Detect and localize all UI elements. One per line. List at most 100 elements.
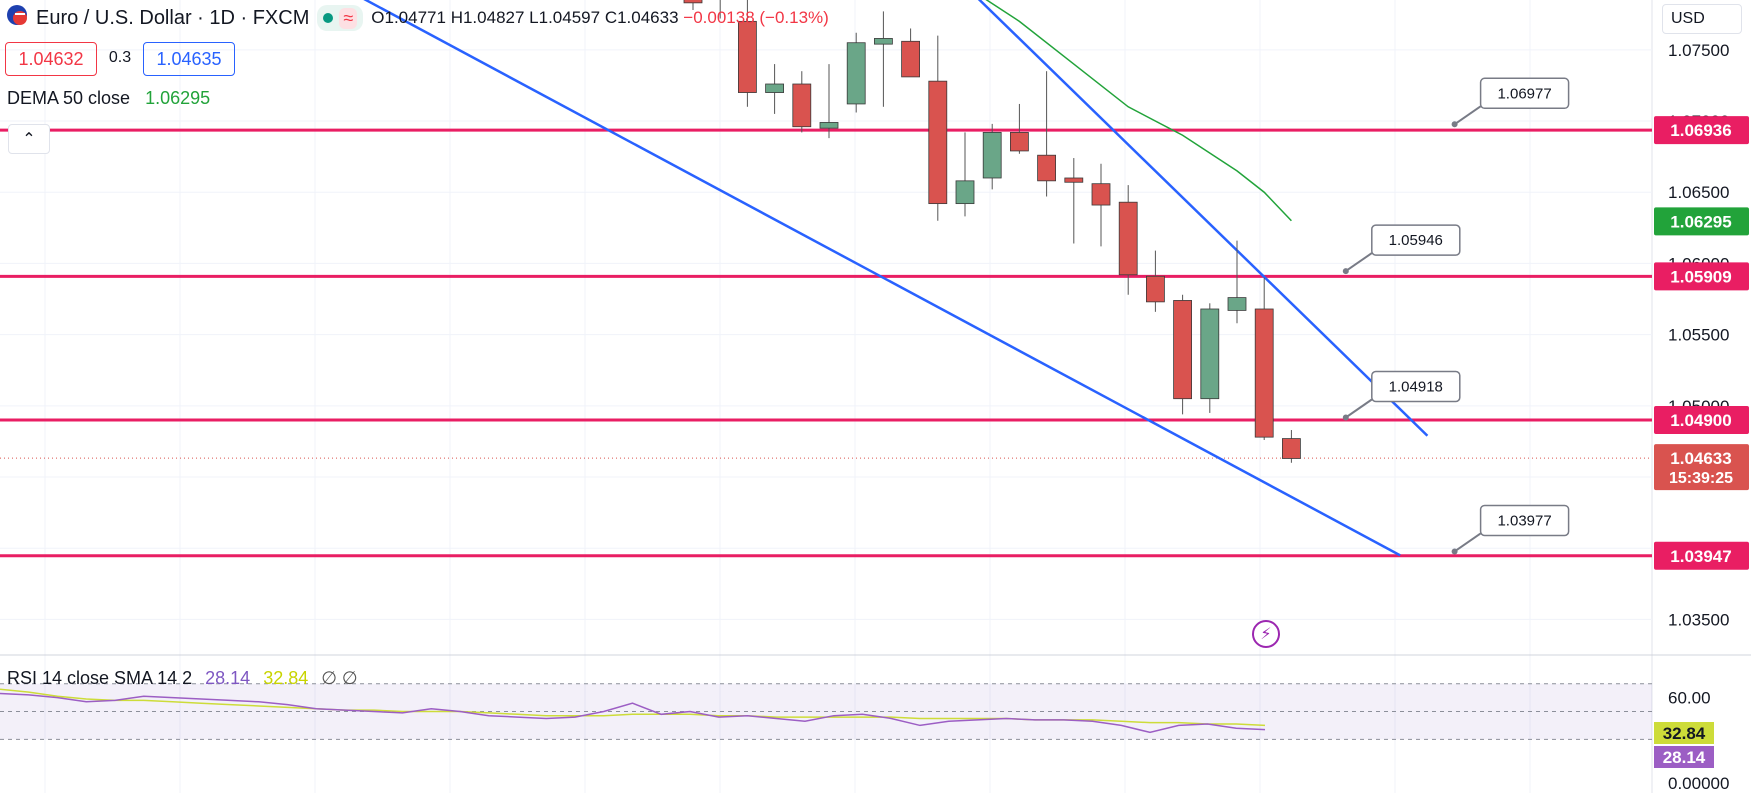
change-value: −0.00138 (−0.13%) (683, 8, 829, 27)
callout-pointer (1345, 252, 1373, 272)
dema-legend[interactable]: DEMA 50 close 1.06295 (7, 88, 210, 109)
candle-body (819, 122, 839, 129)
candle (1200, 303, 1220, 413)
candle (765, 64, 784, 114)
candle (1254, 277, 1274, 440)
candle-body (765, 83, 784, 93)
y-tick-label: 1.06500 (1668, 183, 1729, 202)
horizontal-grid: 1.075001.070001.065001.060001.055001.050… (0, 41, 1729, 629)
candle-body (1146, 275, 1165, 303)
callout-anchor (1451, 121, 1458, 128)
candle (719, 0, 721, 19)
candle-body (901, 40, 920, 78)
candle (1010, 103, 1029, 154)
rsi-badge-label: 28.14 (1663, 748, 1706, 767)
candle-body (1227, 297, 1247, 311)
currency-selector[interactable]: USD (1662, 4, 1742, 34)
candle (819, 64, 839, 139)
market-status[interactable]: ≈ (317, 5, 364, 31)
candle (874, 11, 893, 107)
candle-body (928, 80, 948, 205)
level-price-badge (1654, 116, 1749, 145)
callout-anchor (1342, 268, 1349, 275)
countdown-label: 15:39:25 (1669, 470, 1733, 487)
spread-value: 0.3 (108, 49, 132, 66)
callout-anchor (1451, 548, 1458, 555)
price-badge-label: 1.04633 (1670, 449, 1731, 468)
level-price-label: 1.06936 (1670, 121, 1731, 140)
rsi-sma-value: 32.84 (263, 668, 309, 688)
dema-value: 1.06295 (145, 88, 211, 108)
level-price-label: 1.05909 (1670, 267, 1731, 286)
candle (1091, 163, 1111, 247)
symbol-title[interactable]: Euro / U.S. Dollar · 1D · FXCM (36, 6, 310, 29)
callout-anchor (1342, 414, 1349, 421)
level-price-label: 1.03947 (1670, 547, 1731, 566)
level-price-label: 1.04900 (1670, 411, 1731, 430)
open-value: O1.04771 (371, 8, 446, 27)
candle-body (1200, 308, 1220, 400)
candle (1227, 240, 1247, 324)
market-open-icon (323, 13, 334, 23)
level-price-badge (1654, 262, 1749, 291)
chevron-up-icon: ⌃ (22, 131, 36, 148)
ohlc-readout: O1.04771 H1.04827 L1.04597 C1.04633 −0.0… (371, 8, 829, 28)
callout-box (1479, 504, 1570, 537)
candle-body (1118, 201, 1138, 276)
candle-body (1091, 183, 1111, 206)
indicator-wave-icon: ≈ (339, 7, 358, 29)
dema-line (985, 0, 1292, 222)
candle (738, 0, 757, 107)
candle (1173, 294, 1192, 415)
collapse-legend-button[interactable]: ⌃ (8, 124, 50, 154)
candle-body (846, 42, 866, 105)
candle-body (1010, 132, 1029, 152)
candle (955, 132, 975, 217)
chart-header: Euro / U.S. Dollar · 1D · FXCM ≈ O1.0477… (0, 0, 829, 36)
candle-body (1173, 300, 1192, 400)
candle (901, 28, 920, 78)
candle (1282, 430, 1301, 463)
candle-body (1254, 308, 1274, 438)
y-tick-label: 1.03500 (1668, 610, 1729, 629)
level-price-badge (1654, 406, 1749, 435)
close-value: C1.04633 (604, 8, 679, 27)
candle-body (982, 132, 1002, 179)
dema-label: DEMA 50 close (7, 88, 131, 108)
candle (1064, 158, 1084, 244)
callout-pointer (1345, 398, 1373, 419)
candle-body (1064, 177, 1084, 183)
callout-label: 1.05946 (1389, 232, 1443, 249)
candle (1146, 250, 1165, 312)
rsi-flags: ∅ ∅ (321, 668, 358, 688)
candle (1037, 71, 1056, 197)
candle (846, 32, 866, 113)
y-tick-label: 1.05500 (1668, 326, 1729, 345)
callout-label: 1.04918 (1389, 378, 1443, 395)
rsi-sma-badge-label: 32.84 (1663, 724, 1706, 743)
callout-label: 1.03977 (1497, 512, 1551, 529)
trend-line (363, 0, 1401, 557)
rsi-tick-label: 0.00000 (1668, 774, 1729, 793)
level-price-badge (1654, 541, 1749, 570)
lightning-icon[interactable]: ⚡ (1252, 620, 1280, 648)
candle (1118, 185, 1138, 295)
rsi-label: RSI 14 close SMA 14 2 (7, 668, 193, 688)
rsi-value: 28.14 (205, 668, 251, 688)
high-value: H1.04827 (450, 8, 525, 27)
flag-icon (6, 4, 28, 32)
rsi-tick-label: 60.00 (1668, 689, 1711, 708)
rsi-badge (1654, 746, 1714, 768)
candles (683, 0, 1301, 463)
candle-body (1037, 154, 1056, 182)
candle-body (683, 0, 703, 4)
candle (683, 0, 703, 10)
candle (982, 123, 1002, 190)
rsi-line (0, 692, 1266, 734)
callout-box (1479, 77, 1570, 110)
rsi-legend[interactable]: RSI 14 close SMA 14 2 28.14 32.84 ∅ ∅ (7, 668, 358, 689)
buy-price-button[interactable]: 1.04635 (143, 42, 235, 76)
sell-price-button[interactable]: 1.04632 (5, 42, 97, 76)
